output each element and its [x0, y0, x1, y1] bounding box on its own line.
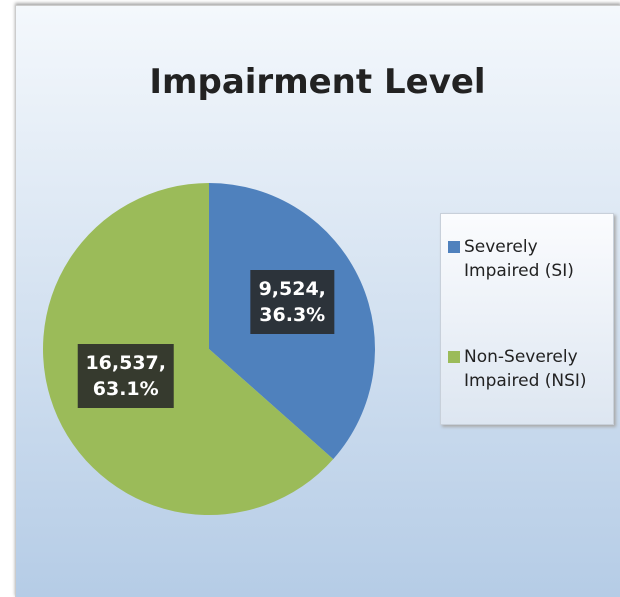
legend-label: Non-Severely Impaired (NSI): [464, 347, 587, 391]
pie-slice: [42, 183, 334, 515]
value-label: 16,537,: [85, 352, 167, 375]
legend-entry: Severely Impaired (SI): [448, 235, 608, 283]
data-label: 9,524, 36.3%: [250, 269, 334, 334]
value-label: 9,524,: [258, 277, 326, 300]
legend-swatch: [448, 241, 460, 253]
percent-label: 36.3%: [259, 303, 326, 326]
percent-label: 63.1%: [92, 378, 159, 401]
legend-label: Severely Impaired (SI): [464, 237, 574, 281]
data-label: 16,537, 63.1%: [77, 344, 175, 409]
legend: Severely Impaired (SI) Non-Severely Impai…: [440, 213, 614, 425]
legend-entry: Non-Severely Impaired (NSI): [448, 345, 608, 393]
legend-swatch: [448, 351, 460, 363]
chart-title: Impairment Level: [149, 62, 486, 102]
